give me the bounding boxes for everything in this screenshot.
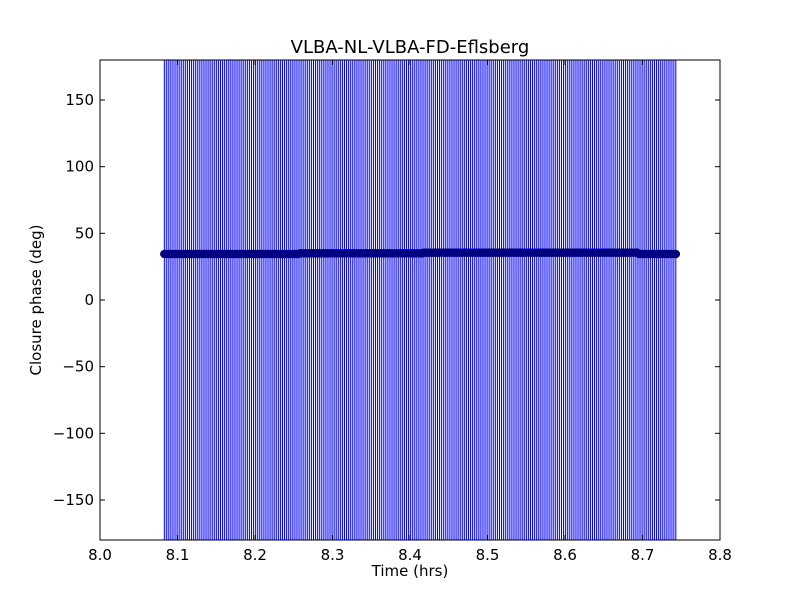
y-tick-label: −100 — [53, 424, 94, 442]
y-tick-label: −50 — [62, 358, 94, 376]
x-tick-label: 8.8 — [708, 546, 732, 564]
y-tick-label: −150 — [53, 491, 94, 509]
y-tick-label: 100 — [65, 158, 94, 176]
y-axis-label: Closure phase (deg) — [27, 225, 45, 376]
y-tick-label: 150 — [65, 91, 94, 109]
axes: 8.0 8.1 8.2 8.3 8.4 8.5 8.6 8.7 8.8 150 100 50 0 −50 −… — [53, 60, 732, 564]
y-tick-label: 50 — [75, 224, 94, 242]
x-tick-label: 8.5 — [476, 546, 500, 564]
x-tick-label: 8.7 — [631, 546, 655, 564]
chart-title: VLBA-NL-VLBA-FD-Eflsberg — [291, 37, 530, 58]
x-tick-label: 8.2 — [243, 546, 267, 564]
plot-frame — [99, 59, 721, 541]
x-tick-label: 8.3 — [321, 546, 345, 564]
y-tick-label: 0 — [84, 291, 94, 309]
data-marks — [160, 60, 681, 540]
x-tick-label: 8.4 — [398, 546, 422, 564]
x-tick-label: 8.0 — [88, 546, 112, 564]
x-tick-label: 8.1 — [166, 546, 190, 564]
x-axis-label: Time (hrs) — [371, 562, 449, 580]
data-point — [671, 249, 681, 259]
x-tick-label: 8.6 — [553, 546, 577, 564]
